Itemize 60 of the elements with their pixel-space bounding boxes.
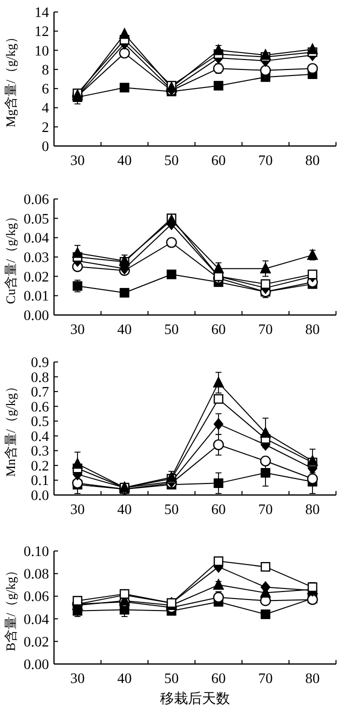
x-tick-label: 40 [117,671,132,687]
y-axis-title: Cu含量/（g/kg） [3,210,18,304]
y-tick-label: 0.02 [24,269,49,286]
y-tick-label: 0.05 [24,211,49,228]
x-tick-label: 60 [211,153,226,169]
y-tick-label: 0 [42,139,49,155]
y-tick-label: 0.2 [30,458,49,474]
y-tick-label: 0.00 [24,657,49,673]
y-tick-label: 0.01 [24,288,49,305]
y-tick-label: 2 [42,120,49,136]
y-tick-label: 0.5 [30,414,49,430]
x-tick-label: 30 [70,153,85,169]
y-tick-label: 0.7 [30,384,49,401]
y-tick-label: 0.6 [30,399,49,416]
x-tick-label: 60 [211,322,226,338]
y-tick-label: 0.03 [24,250,49,266]
y-tick-label: 0.04 [24,230,50,247]
y-axis-title: Mg含量/（g/kg） [3,30,18,128]
x-tick-label: 50 [164,671,179,687]
x-tick-label: 70 [258,153,273,169]
x-tick-label: 70 [258,322,273,338]
y-tick-label: 4 [42,100,50,117]
y-tick-label: 0.00 [24,308,49,324]
y-tick-label: 8 [42,62,49,78]
x-tick-label: 40 [117,502,132,518]
x-tick-label: 30 [70,502,85,518]
x-tick-label: 50 [164,153,179,169]
x-tick-label: 40 [117,153,132,169]
x-tick-label: 80 [305,153,320,169]
x-tick-label: 70 [258,671,273,687]
y-tick-label: 14 [34,5,50,21]
y-tick-label: 0.02 [24,634,49,650]
y-tick-label: 0.8 [30,370,49,386]
y-tick-label: 0.06 [24,192,49,208]
y-tick-label: 6 [42,82,49,98]
y-tick-label: 0.9 [30,355,49,371]
y-tick-label: 12 [34,24,49,40]
y-tick-label: 0.3 [30,444,49,460]
x-tick-label: 50 [164,502,179,518]
y-tick-label: 0.4 [30,428,50,445]
y-tick-label: 0.04 [24,612,50,628]
x-tick-label: 80 [305,671,320,687]
x-axis-title: 移栽后天数 [160,691,230,705]
x-tick-label: 80 [305,502,320,518]
y-tick-label: 0.10 [24,544,49,560]
y-tick-label: 0.0 [30,488,49,504]
y-tick-label: 0.08 [24,566,49,583]
y-tick-label: 0.06 [24,589,49,606]
x-tick-label: 60 [211,671,226,687]
x-tick-label: 40 [117,322,132,338]
x-tick-label: 60 [211,502,226,518]
y-tick-label: 10 [34,43,49,60]
x-tick-label: 30 [70,671,85,687]
x-tick-label: 50 [164,322,179,338]
x-tick-label: 80 [305,322,320,338]
x-tick-label: 70 [258,502,273,518]
y-tick-label: 0.1 [30,473,49,490]
y-axis-title: Mn含量/（g/kg） [3,380,18,477]
y-axis-title: B含量/（g/kg） [3,564,18,652]
x-tick-label: 30 [70,322,85,338]
